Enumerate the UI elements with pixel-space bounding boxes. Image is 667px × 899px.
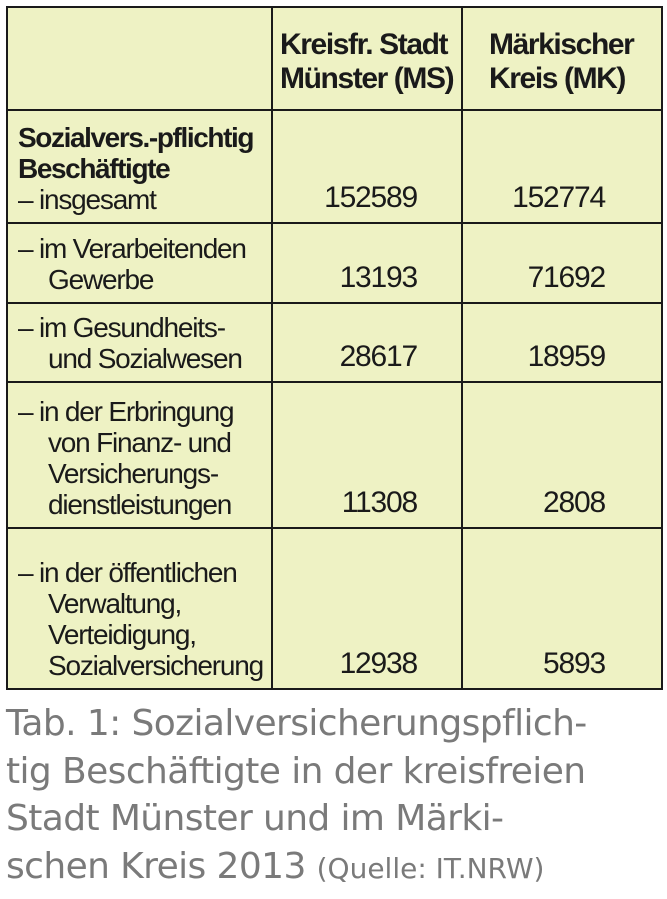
table-row: – in der Erbringung von Finanz- und Vers… (6, 381, 663, 529)
row-label-line3: Verteidigung, (48, 619, 197, 650)
caption-line4-wrap: schen Kreis 2013 (Quelle: IT.NRW) (6, 843, 661, 893)
header-muenster-line1: Kreisfr. Stadt (280, 28, 449, 61)
value-ms-finance: 11308 (271, 381, 463, 529)
data-table-container: Kreisfr. Stadt Münster (MS) Märkischer K… (6, 6, 663, 690)
table-row: Sozialvers.-pflichtig Beschäftigte – ins… (6, 109, 663, 224)
row-label-line2: und Sozialwesen (48, 343, 243, 374)
row-label-bold-line2: Beschäftigte (18, 153, 171, 184)
row-label-line2: von Finanz- und (48, 427, 232, 458)
row-label-line1: – im Verarbeitenden (18, 233, 247, 264)
row-label-health: – im Gesundheits- und Sozialwesen (6, 302, 273, 383)
header-muenster-line2: Münster (MS) (280, 62, 455, 95)
value-ms-health: 28617 (271, 302, 463, 383)
row-label-line2: Verwaltung, (48, 588, 182, 619)
caption-line4: schen Kreis 2013 (6, 845, 306, 887)
row-label-line1: – im Gesundheits- (18, 312, 226, 343)
row-label-line4: Sozialversicherung (48, 650, 264, 681)
row-label-total: Sozialvers.-pflichtig Beschäftigte – ins… (6, 109, 273, 224)
caption-line2: tig Beschäftigte in der kreisfreien (6, 750, 586, 792)
caption-line1: Tab. 1: Sozialversicherungspflich- (6, 703, 587, 744)
table-row: – im Verarbeitenden Gewerbe 13193 71692 (6, 222, 663, 304)
table-header-row: Kreisfr. Stadt Münster (MS) Märkischer K… (6, 6, 663, 111)
row-label-finance: – in der Erbringung von Finanz- und Vers… (6, 381, 273, 529)
value-ms-manufacturing: 13193 (271, 222, 463, 304)
value-mk-public-admin: 5893 (461, 527, 663, 690)
row-label-line3: Versicherungs- (48, 458, 219, 489)
header-maerkischer-kreis: Märkischer Kreis (MK) (461, 6, 663, 111)
row-label-manufacturing: – im Verarbeitenden Gewerbe (6, 222, 273, 304)
value-ms-public-admin: 12938 (271, 527, 463, 690)
table-caption: Tab. 1: Sozialversicherungspflich- tig B… (6, 700, 661, 892)
caption-line3: Stadt Münster und im Märki- (6, 798, 504, 839)
header-empty-cell (6, 6, 273, 111)
header-mk-line1: Märkischer (489, 28, 635, 61)
row-label-line4: dienstleistungen (48, 489, 232, 520)
header-muenster: Kreisfr. Stadt Münster (MS) (271, 6, 463, 111)
row-label-line1: – in der öffentlichen (18, 557, 238, 588)
value-mk-manufacturing: 71692 (461, 222, 663, 304)
value-mk-finance: 2808 (461, 381, 663, 529)
row-label-bold-line1: Sozialvers.-pflichtig (18, 122, 255, 153)
value-mk-total: 152774 (461, 109, 663, 224)
table-row: – in der öffentlichen Verwaltung, Vertei… (6, 527, 663, 690)
value-ms-total: 152589 (271, 109, 463, 224)
table-row: – im Gesundheits- und Sozialwesen 28617 … (6, 302, 663, 383)
row-label-line1: – in der Erbringung (18, 396, 235, 427)
employment-table: Kreisfr. Stadt Münster (MS) Märkischer K… (6, 6, 663, 690)
value-mk-health: 18959 (461, 302, 663, 383)
header-mk-line2: Kreis (MK) (489, 62, 626, 95)
row-label-public-admin: – in der öffentlichen Verwaltung, Vertei… (6, 527, 273, 690)
row-label-line2: Gewerbe (48, 264, 154, 295)
caption-source: (Quelle: IT.NRW) (316, 851, 545, 885)
row-label-line: – insgesamt (18, 184, 157, 215)
